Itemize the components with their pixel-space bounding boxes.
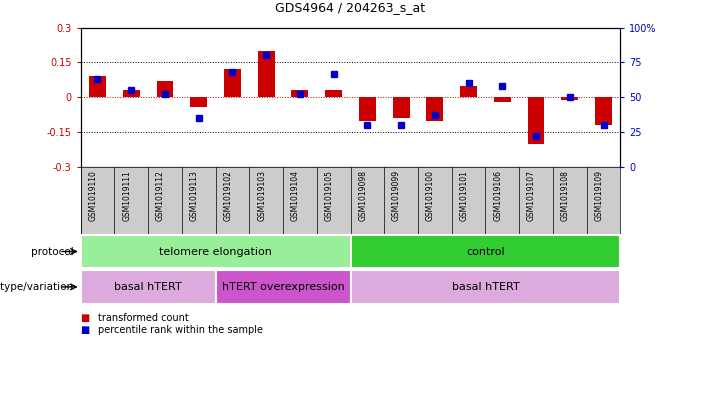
Bar [359, 97, 376, 121]
Text: GSM1019099: GSM1019099 [392, 171, 401, 222]
Bar [494, 97, 511, 102]
Bar [190, 97, 207, 107]
Bar [426, 97, 443, 121]
Bar [224, 69, 241, 97]
Text: genotype/variation: genotype/variation [0, 282, 74, 292]
Text: ■: ■ [81, 313, 90, 323]
Text: GDS4964 / 204263_s_at: GDS4964 / 204263_s_at [275, 1, 426, 14]
Text: GSM1019113: GSM1019113 [190, 171, 198, 221]
Text: protocol: protocol [31, 246, 74, 257]
Bar [216, 270, 350, 304]
Bar [89, 76, 106, 97]
Bar [350, 270, 620, 304]
Text: GSM1019111: GSM1019111 [122, 171, 131, 221]
Text: GSM1019109: GSM1019109 [594, 171, 604, 221]
Bar [156, 81, 173, 97]
Bar [562, 97, 578, 99]
Text: transformed count: transformed count [98, 313, 189, 323]
Bar [81, 235, 350, 268]
Text: GSM1019106: GSM1019106 [494, 171, 503, 221]
Bar [350, 235, 620, 268]
Text: GSM1019101: GSM1019101 [460, 171, 468, 221]
Text: basal hTERT: basal hTERT [114, 282, 182, 292]
Text: GSM1019100: GSM1019100 [426, 171, 435, 221]
Text: GSM1019104: GSM1019104 [291, 171, 300, 221]
Text: percentile rank within the sample: percentile rank within the sample [98, 325, 263, 335]
Bar [528, 97, 545, 144]
Text: telomere elongation: telomere elongation [159, 246, 272, 257]
Text: ■: ■ [81, 325, 90, 335]
Bar [595, 97, 612, 125]
Bar [292, 90, 308, 97]
Bar [258, 51, 275, 97]
Text: GSM1019098: GSM1019098 [358, 171, 367, 221]
Text: GSM1019105: GSM1019105 [325, 171, 334, 221]
Text: GSM1019103: GSM1019103 [257, 171, 266, 221]
Text: GSM1019108: GSM1019108 [561, 171, 570, 221]
Text: GSM1019102: GSM1019102 [224, 171, 233, 221]
Bar [123, 90, 139, 97]
Text: GSM1019112: GSM1019112 [156, 171, 165, 221]
Text: basal hTERT: basal hTERT [451, 282, 519, 292]
Text: hTERT overexpression: hTERT overexpression [222, 282, 344, 292]
Text: GSM1019110: GSM1019110 [88, 171, 97, 221]
Text: control: control [466, 246, 505, 257]
Bar [325, 90, 342, 97]
Bar [460, 86, 477, 97]
Bar [393, 97, 409, 118]
Text: GSM1019107: GSM1019107 [527, 171, 536, 221]
Bar [81, 270, 216, 304]
